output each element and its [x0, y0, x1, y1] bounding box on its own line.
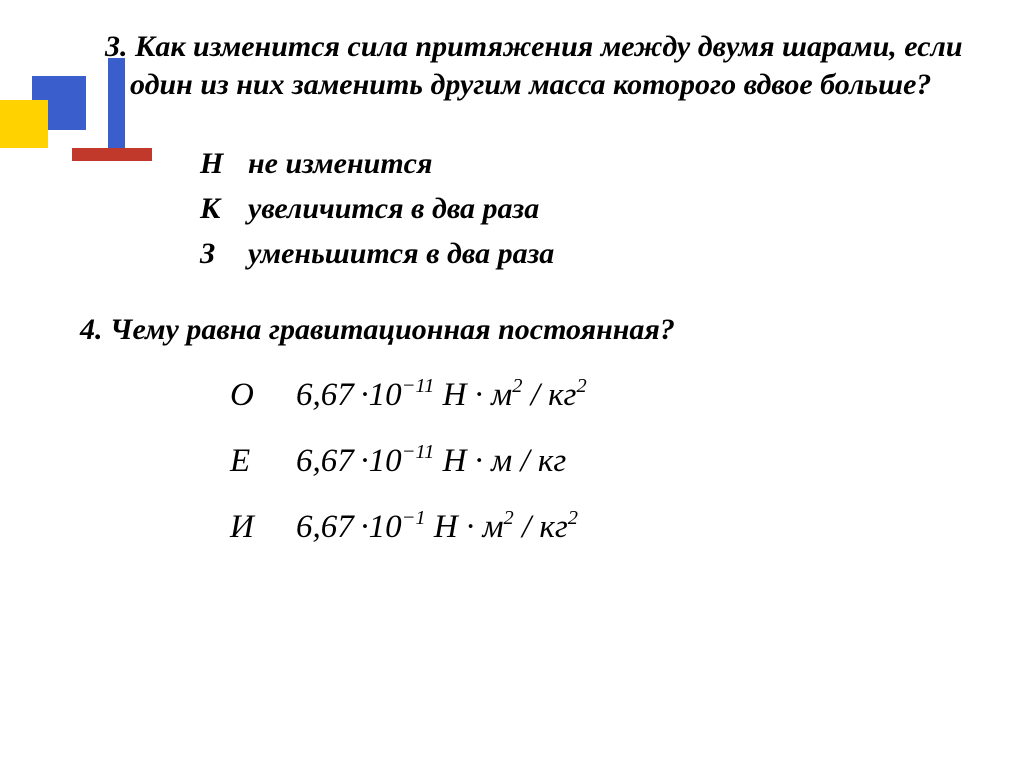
unit-kg-exp: 2: [576, 375, 586, 397]
question-4-number: 4.: [80, 313, 103, 346]
exponent: −1: [402, 507, 426, 529]
yellow-square: [0, 100, 48, 148]
unit-meter: м: [482, 509, 503, 545]
formula: 6,67 ·10−1 Н · м2 / кг2: [296, 494, 578, 560]
exponent: −11: [402, 375, 435, 397]
option-row: Е 6,67 ·10−11 Н · м / кг: [230, 428, 990, 494]
option-letter: З: [200, 231, 248, 276]
option-letter: Е: [230, 428, 296, 494]
option-text: не изменится: [248, 141, 432, 186]
unit-meter-exp: 2: [512, 375, 522, 397]
unit-newton: Н: [434, 509, 458, 545]
option-text: увеличится в два раза: [248, 186, 539, 231]
question-3-options: Н не изменится К увеличится в два раза З…: [80, 141, 990, 276]
question-4-text: Чему равна гравитационная постоянная?: [110, 313, 675, 346]
coefficient: 6,67: [296, 443, 354, 479]
option-row: Н не изменится: [200, 141, 990, 186]
base: 10: [369, 509, 402, 545]
exponent: −11: [402, 441, 435, 463]
slash: /: [522, 509, 531, 545]
option-row: О 6,67 ·10−11 Н · м2 / кг2: [230, 362, 990, 428]
unit-kg-exp: 2: [568, 507, 578, 529]
slash: /: [531, 377, 540, 413]
slash: /: [520, 443, 529, 479]
formula: 6,67 ·10−11 Н · м / кг: [296, 428, 566, 494]
unit-meter-exp: 2: [504, 507, 514, 529]
option-letter: К: [200, 186, 248, 231]
dot: ·: [360, 377, 368, 413]
base: 10: [369, 377, 402, 413]
dot: ·: [360, 509, 368, 545]
question-4-options: О 6,67 ·10−11 Н · м2 / кг2 Е 6,67 ·10−11…: [80, 362, 990, 560]
option-text: уменьшится в два раза: [248, 231, 554, 276]
unit-newton: Н: [443, 377, 467, 413]
slide-content: 3. Как изменится сила притяжения между д…: [80, 28, 990, 560]
option-row: З уменьшится в два раза: [200, 231, 990, 276]
base: 10: [369, 443, 402, 479]
option-letter: И: [230, 494, 296, 560]
formula: 6,67 ·10−11 Н · м2 / кг2: [296, 362, 587, 428]
question-3-text: Как изменится сила притяжения между двум…: [130, 30, 963, 101]
question-4: 4. Чему равна гравитационная постоянная?: [80, 312, 990, 348]
option-letter: О: [230, 362, 296, 428]
dot: ·: [475, 377, 483, 413]
option-letter: Н: [200, 141, 248, 186]
question-3-number: 3.: [105, 30, 128, 63]
unit-meter: м: [491, 377, 512, 413]
question-3: 3. Как изменится сила притяжения между д…: [80, 28, 990, 105]
unit-meter: м: [491, 443, 512, 479]
unit-kg: кг: [539, 509, 567, 545]
unit-newton: Н: [443, 443, 467, 479]
dot: ·: [466, 509, 474, 545]
coefficient: 6,67: [296, 377, 354, 413]
unit-kg: кг: [538, 443, 566, 479]
option-row: К увеличится в два раза: [200, 186, 990, 231]
unit-kg: кг: [548, 377, 576, 413]
dot: ·: [360, 443, 368, 479]
coefficient: 6,67: [296, 509, 354, 545]
dot: ·: [475, 443, 483, 479]
option-row: И 6,67 ·10−1 Н · м2 / кг2: [230, 494, 990, 560]
